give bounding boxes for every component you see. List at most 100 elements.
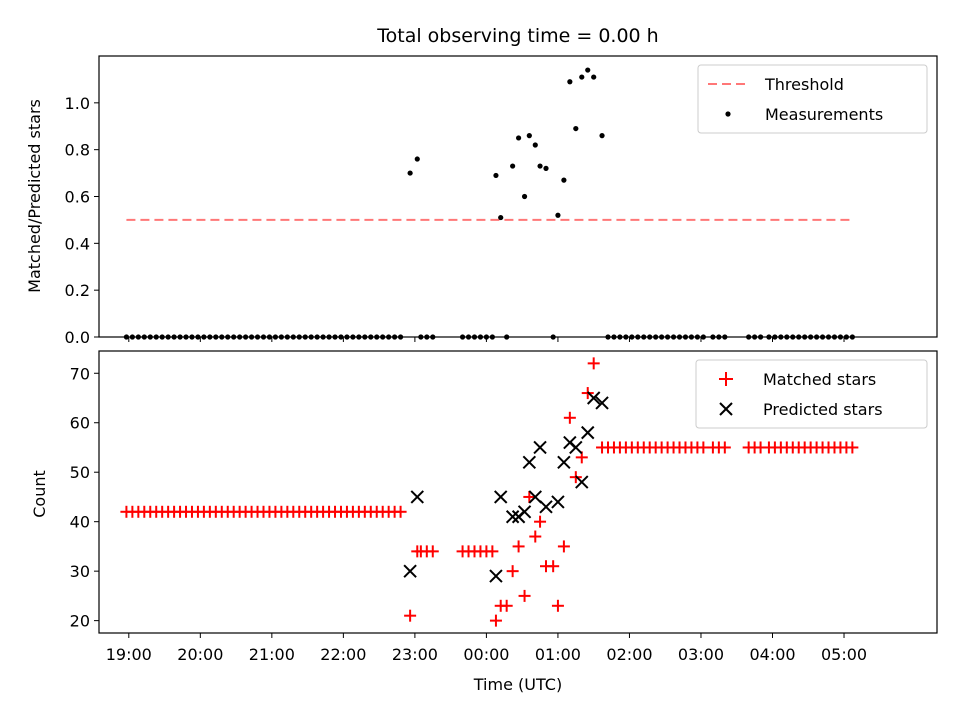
measurement-point — [802, 334, 808, 340]
legend-predicted-swatch — [719, 402, 733, 416]
measurement-point — [465, 334, 472, 340]
bottom-y-tick-label: 60 — [70, 414, 90, 433]
x-axis-label: Time (UTC) — [473, 675, 562, 694]
measurement-point — [350, 334, 356, 340]
measurement-point — [676, 334, 683, 340]
measurement-point — [515, 135, 522, 141]
measurement-point — [471, 334, 478, 340]
top-y-axis: 0.0 0.2 0.4 0.6 0.8 1.0 — [65, 94, 99, 347]
measurement-point — [772, 334, 778, 340]
measurement-point — [489, 334, 495, 340]
bottom-x-tick-label: 20:00 — [177, 645, 223, 664]
measurement-point — [171, 334, 177, 340]
measurement-point — [278, 334, 284, 340]
predicted-star-point — [595, 396, 609, 410]
measurement-point — [266, 334, 273, 340]
predicted-star-point — [505, 510, 520, 524]
measurement-point — [344, 334, 350, 340]
measurement-point — [849, 334, 855, 340]
measurement-point — [407, 170, 413, 176]
measurement-point — [716, 334, 722, 340]
bottom-x-tick-label: 03:00 — [678, 645, 724, 664]
measurement-point — [290, 334, 296, 340]
measurement-point — [579, 74, 585, 80]
measurement-point — [688, 334, 695, 340]
measurement-point — [153, 334, 159, 340]
top-y-tick-label: 0.8 — [65, 141, 90, 160]
bottom-panel: 20 30 40 50 60 70 19:00 20:00 21:00 22:00 23:00 00… — [30, 350, 938, 694]
bottom-y-axis: 20 30 40 50 60 70 — [70, 364, 99, 631]
measurement-point — [611, 334, 617, 340]
matched-star-point — [718, 441, 731, 454]
matched-star-point — [563, 411, 576, 424]
measurement-point — [418, 334, 424, 340]
bottom-y-tick-label: 50 — [70, 463, 90, 482]
top-y-tick-label: 0.6 — [65, 188, 90, 207]
legend-predicted-label: Predicted stars — [763, 400, 883, 419]
measurement-point — [670, 334, 677, 340]
measurement-point — [302, 334, 308, 340]
bottom-y-tick-label: 30 — [70, 562, 90, 581]
measurement-point — [498, 214, 504, 221]
measurement-point — [796, 334, 802, 340]
matched-star-point — [551, 599, 564, 612]
top-y-tick-label: 0.0 — [65, 328, 90, 347]
predicted-star-point — [522, 455, 537, 470]
measurement-point — [526, 133, 532, 139]
predicted-star-point — [410, 490, 424, 504]
measurement-point — [635, 334, 641, 340]
measurement-point — [195, 334, 201, 340]
measurement-point — [555, 212, 561, 218]
measurement-point — [260, 334, 267, 340]
bottom-y-tick-label: 70 — [70, 364, 90, 383]
top-panel: 0.0 0.2 0.4 0.6 0.8 1.0 Matched/Predicted sta… — [25, 55, 938, 347]
bottom-legend: Matched stars Predicted stars — [695, 359, 928, 429]
bottom-x-tick-label: 01:00 — [535, 645, 581, 664]
legend-measurements-swatch — [725, 111, 731, 117]
legend-matched-label: Matched stars — [763, 370, 876, 389]
measurement-point — [831, 334, 838, 340]
measurement-point — [510, 163, 516, 169]
measurement-point — [778, 334, 784, 340]
measurement-point — [356, 334, 362, 340]
measurement-point — [284, 334, 290, 340]
top-legend: Threshold Measurements — [697, 64, 928, 134]
measurement-point — [213, 334, 219, 340]
measurement-point — [784, 334, 790, 340]
measurement-point — [752, 334, 758, 340]
measurement-point — [141, 334, 147, 340]
measurement-point — [374, 334, 380, 340]
measurement-point — [326, 334, 332, 340]
top-legend-frame — [697, 64, 928, 134]
measurement-point — [320, 334, 326, 340]
measurement-point — [207, 334, 213, 340]
measurement-point — [332, 334, 338, 340]
predicted-star-point — [528, 490, 542, 504]
measurement-point — [537, 163, 543, 169]
measurement-point — [380, 334, 386, 340]
matched-star-point — [512, 540, 525, 553]
measurement-point — [493, 172, 499, 179]
measurement-point — [368, 334, 374, 340]
measurement-point — [825, 334, 832, 340]
measurement-point — [201, 334, 207, 340]
measurement-point — [617, 334, 623, 340]
measurement-point — [414, 156, 420, 162]
predicted-star-point — [533, 440, 547, 455]
bottom-x-tick-label: 21:00 — [249, 645, 295, 664]
measurement-point — [308, 334, 314, 340]
matched-star-point — [500, 599, 513, 612]
matched-star-point — [394, 505, 407, 518]
bottom-x-axis: 19:00 20:00 21:00 22:00 23:00 00:00 01:00 02:00… — [106, 633, 867, 664]
measurement-point — [135, 334, 141, 340]
measurement-point — [129, 334, 135, 340]
measurement-point — [183, 334, 189, 340]
matched-star-point — [529, 530, 542, 543]
top-y-tick-label: 1.0 — [65, 94, 90, 113]
top-y-tick-label: 0.4 — [65, 234, 90, 253]
measurement-point — [710, 334, 716, 340]
measurement-point — [757, 334, 764, 340]
bottom-y-tick-label: 40 — [70, 513, 90, 532]
measurement-point — [296, 334, 302, 340]
measurement-point — [561, 177, 567, 183]
